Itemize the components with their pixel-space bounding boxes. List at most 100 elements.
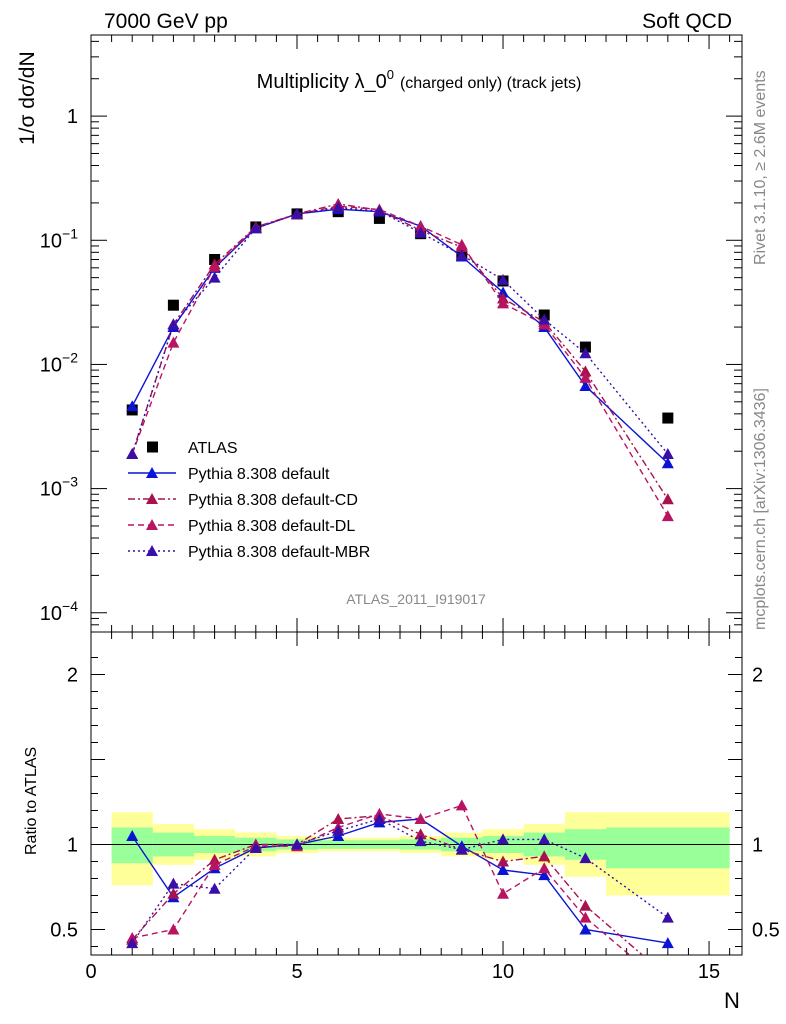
legend-marker [146,545,158,556]
ratio-marker-pythia-8-308-default-dl [208,858,221,870]
ratio-series-group [126,799,674,992]
ratio-marker-pythia-8-308-default-mbr [208,882,221,894]
ratio-marker-pythia-8-308-default-mbr [291,838,304,850]
header-left: 7000 GeV pp [104,10,228,33]
series-marker-pythia-8-308-default-dl [661,510,674,522]
series-marker-pythia-8-308-default-mbr [414,226,427,238]
main-y-axis-label: 1/σ dσ/dN [16,51,39,145]
data-point-atlas [579,341,591,353]
y-tick-label: 10−1 [40,225,78,252]
series-marker-pythia-8-308-default-dl [414,220,427,232]
series-marker-pythia-8-308-default-mbr [291,207,304,219]
y-tick-label: 10−4 [40,598,78,625]
ratio-marker-pythia-8-308-default-cd [497,855,510,867]
legend-label: Pythia 8.308 default-CD [188,492,358,509]
main-title-sup: 0 [387,67,394,82]
x-tick-label: 15 [698,961,720,983]
legend: ATLAS Pythia 8.308 default Pythia 8.308 de… [128,440,370,561]
header-right: Soft QCD [642,10,732,33]
series-marker-pythia-8-308-default-mbr [579,347,592,359]
ratio-marker-pythia-8-308-default-mbr [126,937,139,949]
ratio-marker-pythia-8-308-default-dl [167,923,180,935]
ratio-marker-pythia-8-308-default-mbr [373,813,386,824]
series-marker-pythia-8-308-default-mbr [455,249,468,261]
y-tick-label: 1 [67,106,78,128]
ratio-y-tick-label: 1 [67,835,78,857]
ratio-frame [90,631,743,956]
series-marker-pythia-8-308-default [579,380,592,392]
ratio-marker-pythia-8-308-default-mbr [661,911,674,923]
ratio-marker-pythia-8-308-default-mbr [538,833,551,845]
analysis-watermark: ATLAS_2011_I919017 [346,591,486,607]
series-line-pythia-8-308-default [131,208,669,464]
series-marker-pythia-8-308-default-mbr [497,273,510,285]
ratio-y-tick-label: 0.5 [50,920,78,942]
ratio-marker-pythia-8-308-default-dl [455,799,468,811]
x-axis-label: N [724,988,740,1013]
series-marker-pythia-8-308-default-mbr [538,313,551,325]
ratio-marker-pythia-8-308-default [538,869,551,881]
ratio-y-tick-label-right: 2 [752,665,763,687]
legend-marker [146,493,158,504]
legend-marker [146,519,158,530]
ratio-marker-pythia-8-308-default-cd [167,887,180,899]
series-marker-pythia-8-308-default-mbr [661,447,674,459]
y-tick-label: 10−3 [40,474,78,501]
ratio-marker-pythia-8-308-default-dl [579,911,592,923]
ratio-marker-pythia-8-308-default-mbr [414,835,427,847]
series-marker-pythia-8-308-default-cd [579,365,592,377]
legend-label: ATLAS [188,440,238,457]
ratio-marker-pythia-8-308-default-mbr [579,852,592,864]
data-point-atlas [373,212,385,224]
ratio-marker-pythia-8-308-default-dl [414,813,427,824]
legend-marker-atlas [147,441,158,453]
ratio-marker-pythia-8-308-default [579,923,592,935]
main-frame [90,34,743,633]
series-marker-pythia-8-308-default-dl [497,297,510,309]
ratio-marker-pythia-8-308-default-dl [662,981,674,992]
main-title-small: (charged only) (track jets) [400,75,581,92]
ratio-marker-pythia-8-308-default-dl [538,862,551,874]
series-marker-pythia-8-308-default-dl [455,238,468,250]
main-series-group [126,197,674,522]
series-marker-pythia-8-308-default-dl [167,336,180,348]
series-marker-pythia-8-308-default [661,457,674,469]
x-tick-label: 5 [291,961,302,983]
main-title: Multiplicity λ_00 (charged only) (track j… [257,67,582,93]
ratio-y-axis-label: Ratio to ATLAS [23,747,40,855]
series-marker-pythia-8-308-default-dl [208,260,221,272]
legend-label: Pythia 8.308 default-MBR [188,544,370,561]
ratio-marker-pythia-8-308-default-mbr [167,877,180,889]
uncertainty-band-inner [606,827,730,869]
ratio-marker-pythia-8-308-default-mbr [332,824,345,836]
series-marker-pythia-8-308-default-mbr [332,201,345,213]
main-plot-panel: 10−4 10−3 10−2 10−1 1 [40,34,743,633]
series-marker-pythia-8-308-default-mbr [373,205,386,217]
ratio-marker-pythia-8-308-default [661,937,674,949]
ratio-marker-pythia-8-308-default-cd [414,828,427,840]
series-marker-pythia-8-308-default [126,400,139,412]
mcplots-label: mcplots.cern.ch [arXiv:1306.3436] [752,388,769,630]
ratio-marker-pythia-8-308-default-cd [538,850,551,862]
ratio-marker-pythia-8-308-default-cd [579,899,592,911]
data-point-atlas [167,299,179,311]
ratio-y-tick-label-right: 1 [752,835,763,857]
series-marker-pythia-8-308-default-cd [661,493,674,505]
ratio-marker-pythia-8-308-default-cd [662,971,674,982]
series-marker-pythia-8-308-default-mbr [208,271,221,283]
series-line-pythia-8-308-default-mbr [131,206,669,455]
rivet-version-label: Rivet 3.1.10, ≥ 2.6M events [752,70,769,265]
ratio-marker-pythia-8-308-default-mbr [497,833,510,845]
series-marker-pythia-8-308-default-mbr [126,447,139,459]
ratio-plot-panel: 0 5 10 15 0.5 0.5 1 1 2 2 [50,631,780,992]
legend-marker [146,467,158,478]
ratio-y-tick-label: 2 [67,665,78,687]
ratio-marker-pythia-8-308-default [497,864,510,875]
x-tick-label: 10 [492,961,514,983]
main-title-text: Multiplicity λ_0 [257,71,387,93]
series-marker-pythia-8-308-default-mbr [167,318,180,330]
data-point-atlas [662,412,674,424]
ratio-marker-pythia-8-308-default-mbr [249,841,262,853]
series-marker-pythia-8-308-default-mbr [249,222,262,234]
